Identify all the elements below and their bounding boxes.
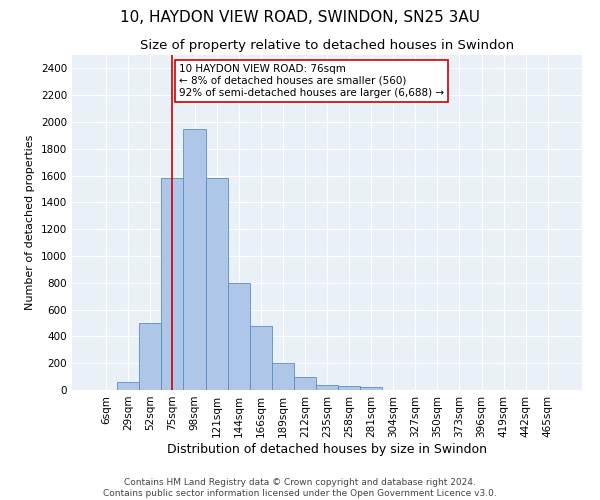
Bar: [272, 363, 294, 390]
Bar: [139, 323, 161, 390]
Bar: [360, 386, 382, 390]
X-axis label: Distribution of detached houses by size in Swindon: Distribution of detached houses by size …: [167, 442, 487, 456]
Bar: [117, 382, 139, 390]
Text: 10, HAYDON VIEW ROAD, SWINDON, SN25 3AU: 10, HAYDON VIEW ROAD, SWINDON, SN25 3AU: [120, 10, 480, 25]
Bar: [206, 178, 227, 390]
Bar: [161, 178, 184, 390]
Y-axis label: Number of detached properties: Number of detached properties: [25, 135, 35, 310]
Text: Contains HM Land Registry data © Crown copyright and database right 2024.
Contai: Contains HM Land Registry data © Crown c…: [103, 478, 497, 498]
Bar: [338, 386, 360, 390]
Title: Size of property relative to detached houses in Swindon: Size of property relative to detached ho…: [140, 40, 514, 52]
Bar: [184, 128, 206, 390]
Bar: [227, 283, 250, 390]
Bar: [316, 386, 338, 390]
Text: 10 HAYDON VIEW ROAD: 76sqm
← 8% of detached houses are smaller (560)
92% of semi: 10 HAYDON VIEW ROAD: 76sqm ← 8% of detac…: [179, 64, 444, 98]
Bar: [294, 376, 316, 390]
Bar: [250, 326, 272, 390]
